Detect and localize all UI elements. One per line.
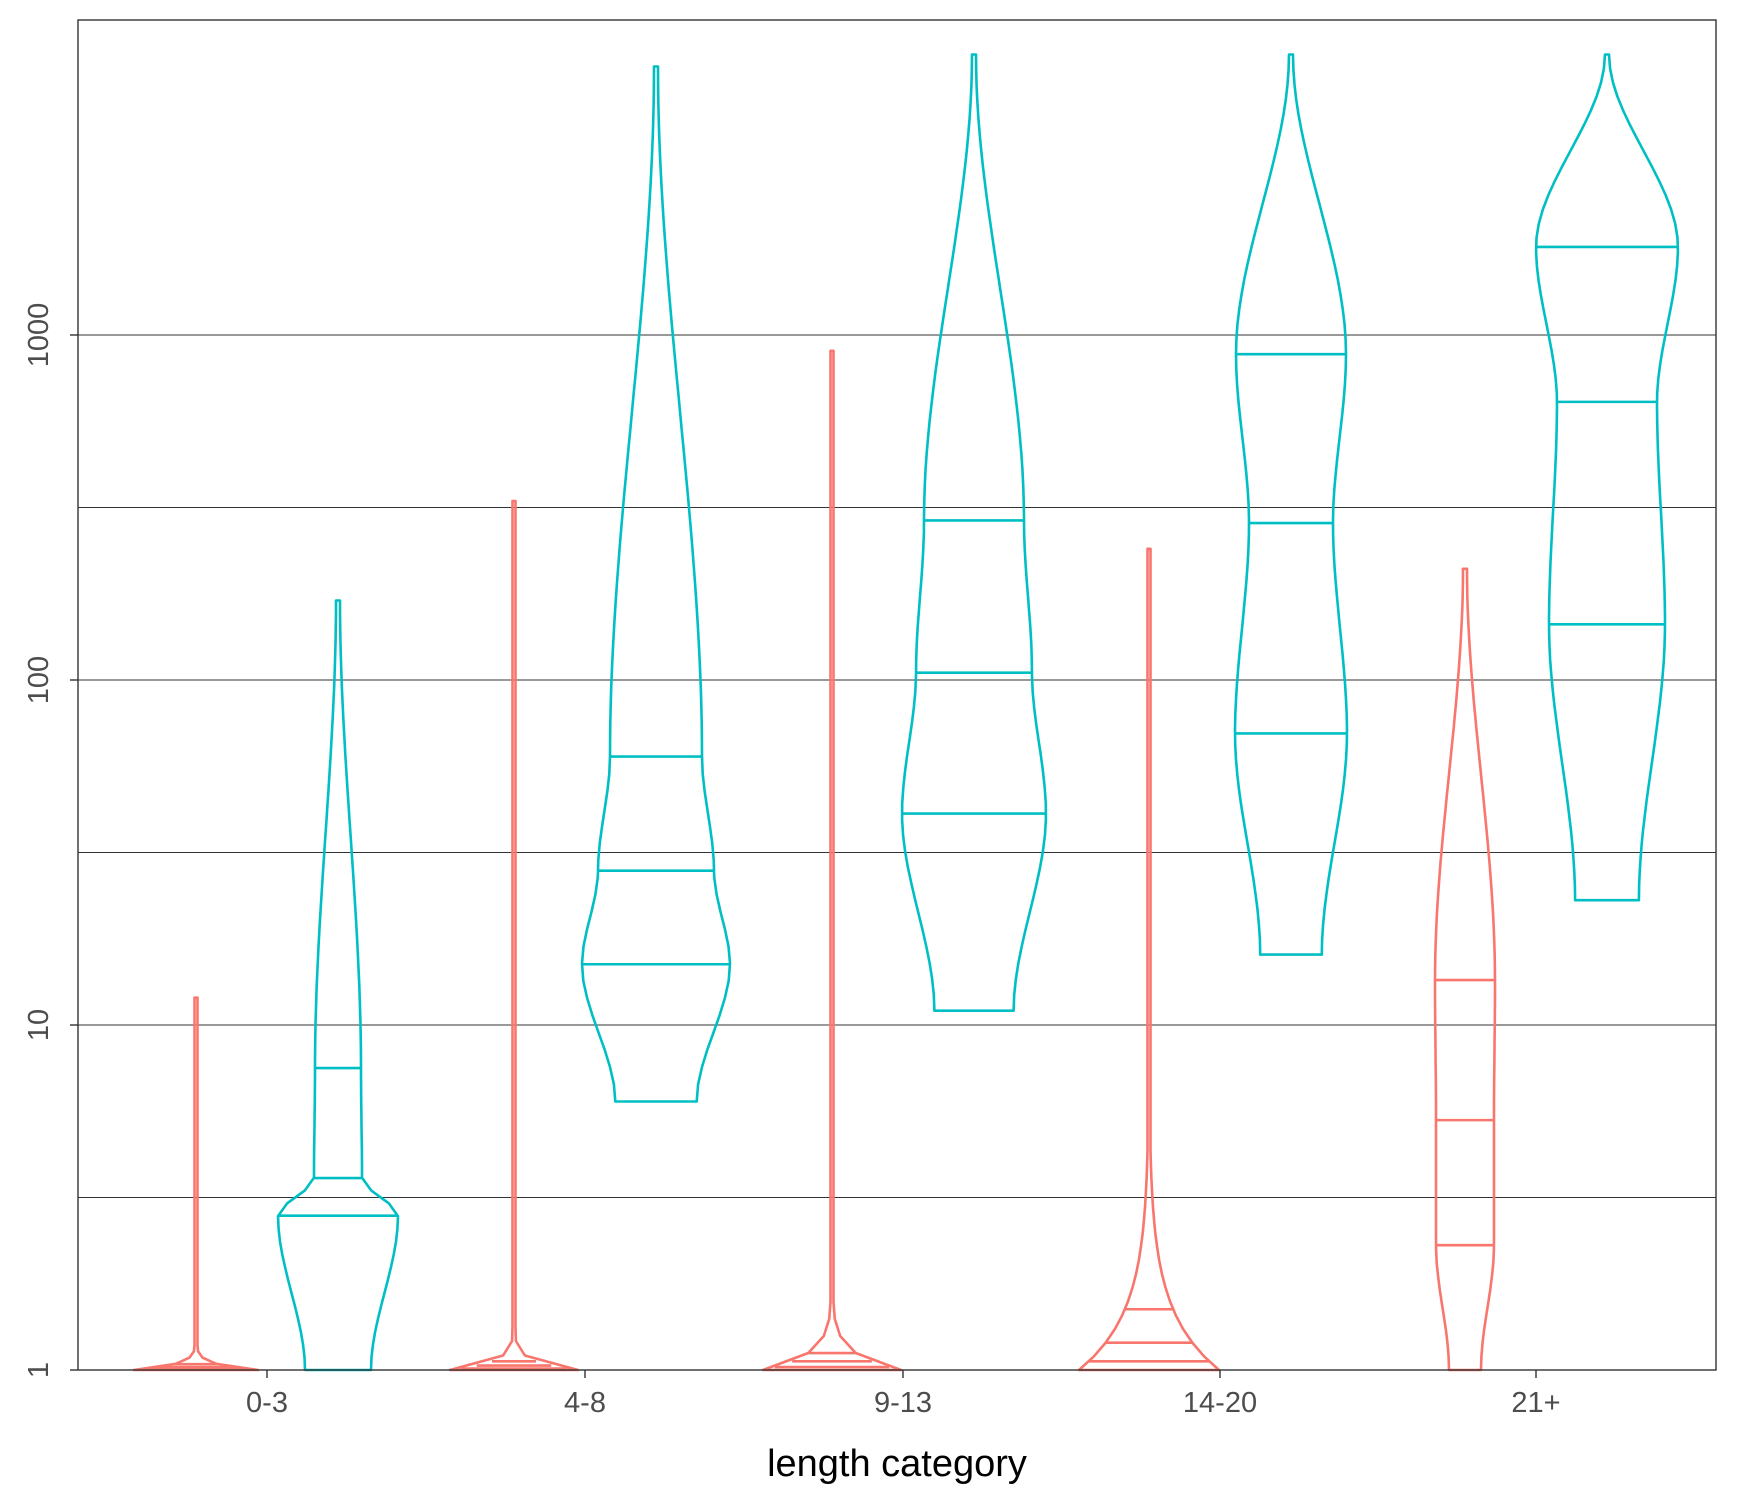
panel-border <box>77 19 1717 1371</box>
violin-outline <box>276 599 400 1372</box>
x-tick-label: 4-8 <box>564 1387 606 1419</box>
y-tick-label: 10 <box>23 1009 55 1041</box>
violin-outline <box>900 53 1048 1012</box>
y-axis: 1 10 100 1000 <box>23 303 78 1378</box>
violins <box>132 53 1680 1372</box>
x-axis: 0-3 4-8 9-13 14-20 21+ <box>246 1370 1561 1419</box>
y-tick-label: 100 <box>23 656 55 704</box>
y-tick-label: 1000 <box>23 303 55 368</box>
violin-outline <box>580 65 732 1103</box>
x-tick-label: 21+ <box>1511 1387 1560 1419</box>
x-tick-label: 0-3 <box>246 1387 288 1419</box>
violin-outline <box>761 349 903 1372</box>
y-tick-label: 1 <box>23 1362 55 1378</box>
x-tick-label: 14-20 <box>1183 1387 1257 1419</box>
violin-outline <box>1233 53 1349 956</box>
violin-outline <box>132 996 260 1372</box>
x-axis-title: length category <box>767 1443 1027 1485</box>
x-tick-label: 9-13 <box>874 1387 932 1419</box>
violin-outline <box>1077 547 1221 1372</box>
violin-outline <box>448 499 580 1372</box>
violin-outline <box>1433 567 1497 1372</box>
violin-outline <box>1534 53 1680 902</box>
